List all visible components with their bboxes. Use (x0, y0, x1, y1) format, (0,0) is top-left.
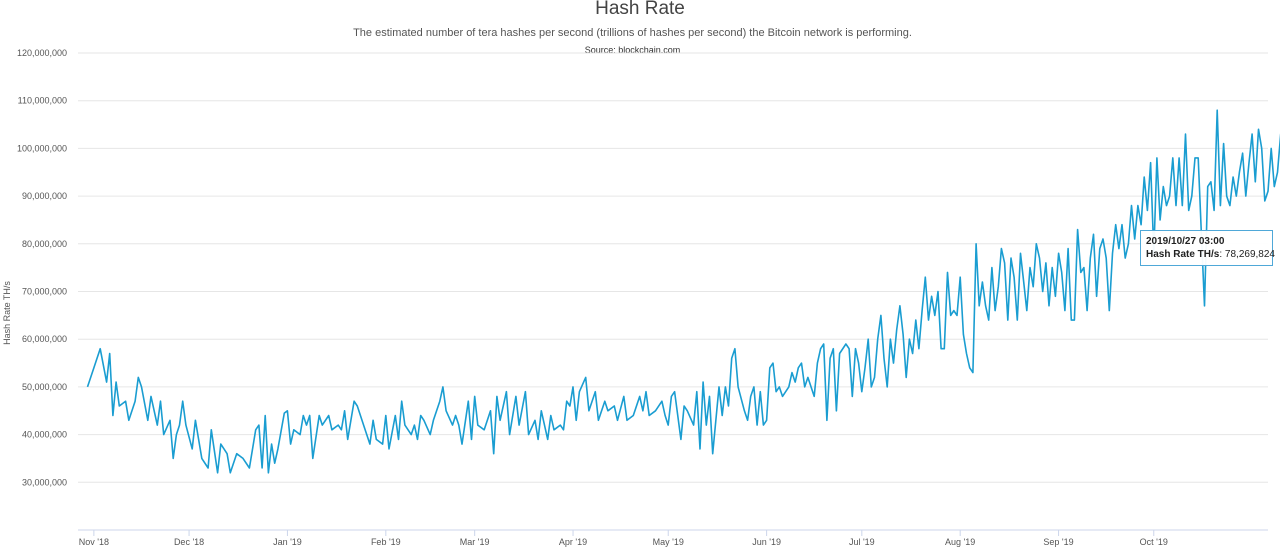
x-tick-label: May '19 (653, 537, 684, 547)
x-tick-label: Dec '18 (174, 537, 204, 547)
chart-source: Source: blockchain.com (584, 45, 681, 55)
data-tooltip: 2019/10/27 03:00 Hash Rate TH/s: 78,269,… (1140, 230, 1275, 266)
tooltip-colon: : (1219, 249, 1225, 260)
y-tick-label: 60,000,000 (22, 334, 67, 344)
hash-rate-line[interactable] (86, 82, 1280, 474)
y-tick-label: 30,000,000 (22, 477, 67, 487)
y-tick-label: 90,000,000 (22, 191, 67, 201)
y-tick-label: 110,000,000 (18, 96, 67, 106)
x-tick-label: Jul '19 (849, 537, 875, 547)
y-tick-label: 80,000,000 (22, 239, 67, 249)
x-tick-label: Feb '19 (371, 537, 401, 547)
x-tick-label: Apr '19 (559, 537, 587, 547)
chart-subtitle: The estimated number of tera hashes per … (353, 27, 912, 39)
y-tick-label: 50,000,000 (22, 382, 67, 392)
tooltip-value: 78,269,824 (1224, 249, 1275, 260)
x-tick-label: Mar '19 (460, 537, 490, 547)
y-gridlines (78, 52, 1268, 483)
tooltip-value-row: Hash Rate TH/s: 78,269,824 (1146, 248, 1275, 261)
x-tick-label: Sep '19 (1043, 537, 1073, 547)
y-axis-title: Hash Rate TH/s (2, 281, 12, 345)
y-axis-labels: 30,000,000 40,000,000 50,000,000 60,000,000… (17, 48, 67, 487)
x-tick-label: Oct '19 (1140, 537, 1168, 547)
y-tick-label: 100,000,000 (17, 143, 67, 153)
tooltip-label: Hash Rate TH/s (1146, 249, 1220, 260)
y-tick-label: 40,000,000 (22, 430, 67, 440)
y-tick-label: 120,000,000 (17, 48, 67, 58)
x-tick-label: Aug '19 (945, 537, 975, 547)
y-tick-label: 70,000,000 (22, 287, 67, 297)
x-tick-label: Nov '18 (79, 537, 109, 547)
x-tick-label: Jan '19 (273, 537, 302, 547)
x-tick-label: Jun '19 (752, 537, 781, 547)
chart-title: Hash Rate (595, 0, 685, 19)
tooltip-date: 2019/10/27 03:00 (1146, 236, 1225, 247)
x-axis-ticks: Nov '18 Dec '18 Jan '19 Feb '19 Mar '19 Apr '… (79, 530, 1168, 547)
